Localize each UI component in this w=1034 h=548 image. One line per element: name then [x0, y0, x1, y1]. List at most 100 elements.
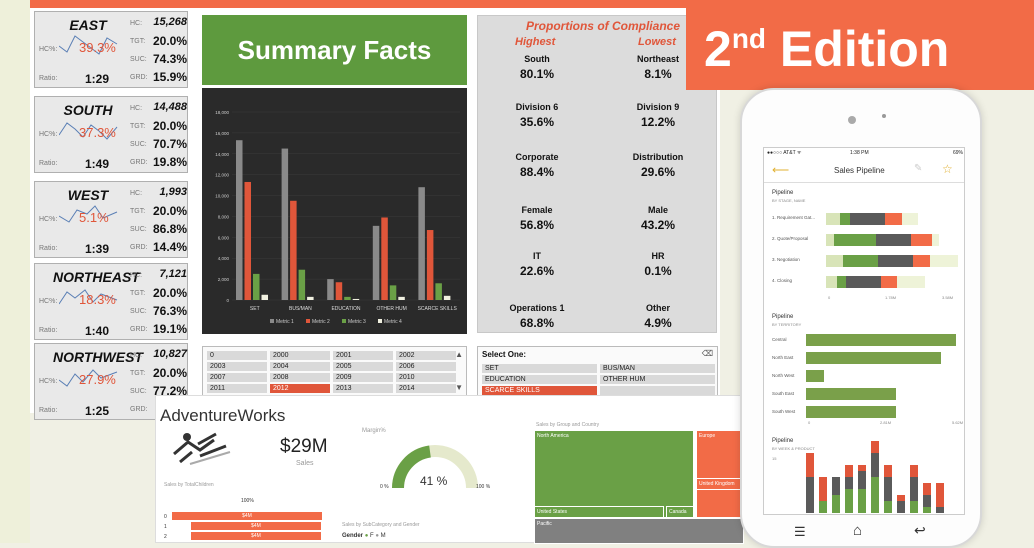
gauge-value: 41 % — [420, 474, 448, 488]
region-name: NORTHWEST — [53, 349, 143, 365]
selector-option[interactable]: SET — [482, 364, 597, 373]
week-bar — [832, 495, 840, 513]
year-option[interactable]: 0 — [207, 351, 267, 360]
y-tick-label: 12,000 — [215, 173, 229, 178]
stage-segment — [901, 213, 919, 225]
axis-label: 2.81M — [880, 420, 892, 425]
home-icon[interactable]: ⌂ — [853, 522, 863, 539]
year-option[interactable]: 2008 — [270, 373, 330, 382]
sparkline — [59, 369, 118, 387]
ratio-value: 1:25 — [85, 404, 110, 418]
y-tick-label: 18,000 — [215, 110, 229, 115]
week-bar — [910, 465, 918, 477]
adventureworks-dashboard: AdventureWorks $29M Sales Margin% 41 % 0… — [155, 395, 744, 544]
y-tick-label: 10,000 — [215, 194, 229, 199]
selector-option[interactable]: OTHER HUM — [600, 375, 715, 384]
front-camera — [848, 116, 856, 124]
year-option[interactable]: 2010 — [396, 373, 456, 382]
scroll-up-icon[interactable]: ▲ — [455, 350, 463, 359]
grd-label: GRD: — [130, 326, 148, 333]
scroll-down-icon[interactable]: ▼ — [455, 383, 463, 392]
bar — [298, 269, 306, 300]
year-option[interactable]: 2005 — [333, 362, 393, 371]
pin-icon[interactable]: ✎ — [914, 163, 923, 174]
year-option[interactable]: 2003 — [207, 362, 267, 371]
hcpct-label: HC%: — [39, 131, 58, 138]
tgt-label: TGT: — [130, 123, 146, 130]
year-option[interactable]: 2004 — [270, 362, 330, 371]
treemap-tile[interactable]: North America — [534, 430, 694, 518]
bar — [236, 140, 243, 300]
header-title: Sales Pipeline — [834, 166, 885, 175]
year-option[interactable]: 2006 — [396, 362, 456, 371]
stage-segment — [929, 255, 958, 267]
week-bar — [819, 477, 827, 501]
region-card: WEST HC: 1,993 HC%: 5.1% TGT: 20.0% SUC: 86.8% Ra… — [34, 181, 188, 258]
hcpct-label: HC%: — [39, 46, 58, 53]
territory-bar — [806, 388, 896, 400]
treemap-tile[interactable]: Pacific — [534, 518, 744, 544]
bar — [426, 230, 434, 300]
treemap-tile[interactable]: Europe — [696, 430, 744, 518]
selector-option[interactable] — [600, 386, 715, 395]
treemap-tile[interactable]: United Kingdom — [696, 478, 744, 490]
year-option[interactable]: 2014 — [396, 384, 456, 393]
year-option[interactable]: 2009 — [333, 373, 393, 382]
year-option[interactable]: 2012 — [270, 384, 330, 393]
treemap-tile[interactable]: Canada — [666, 506, 694, 518]
lowest-label: Lowest — [638, 36, 676, 48]
sparkline — [59, 289, 118, 305]
stage-segment — [826, 213, 840, 225]
legend-swatch — [306, 319, 310, 323]
grd-label: GRD: — [130, 159, 148, 166]
compliance-highest: Female 56.8% — [482, 205, 592, 232]
back-arrow-icon[interactable]: ⟵ — [772, 163, 790, 177]
edition-number: 2 — [704, 21, 732, 77]
week-bar — [923, 483, 931, 495]
app-header: ⟵ Sales Pipeline ✎ ☆ — [764, 159, 964, 183]
return-icon[interactable]: ↩ — [914, 522, 926, 538]
suc-value: 76.3% — [152, 304, 187, 318]
territory-label: North West — [772, 373, 795, 378]
axis-label: 3.58M — [942, 295, 954, 300]
lowest-name: Distribution — [632, 152, 684, 162]
edition-suffix: nd — [731, 23, 767, 54]
phone-frame: ●●○○○ AT&T ᯤ 1:38 PM 69% ⟵ Sales Pipelin… — [740, 88, 982, 548]
hc-label: HC: — [130, 105, 143, 112]
top-accent-bar — [0, 0, 1034, 8]
bar — [327, 279, 334, 300]
sparkline — [59, 35, 118, 55]
week-bar — [819, 501, 827, 513]
gauge-max: 100 % — [476, 484, 491, 490]
year-option[interactable]: 2002 — [396, 351, 456, 360]
treemap-tile[interactable]: United States — [534, 506, 664, 518]
year-option[interactable]: 2001 — [333, 351, 393, 360]
bar — [435, 283, 442, 300]
year-option[interactable]: 2013 — [333, 384, 393, 393]
star-icon[interactable]: ☆ — [942, 162, 953, 176]
menu-icon[interactable]: ☰ — [794, 524, 806, 539]
y-tick-label: 14,000 — [215, 152, 229, 157]
ratio-value: 1:49 — [85, 157, 110, 171]
ratio-value: 1:39 — [85, 242, 110, 256]
stage-segment — [840, 213, 850, 225]
week-bar — [923, 495, 931, 507]
selector-option[interactable]: BUS/MAN — [600, 364, 715, 373]
headcount-value: 10,827 — [153, 348, 187, 360]
clock: 1:38 PM — [850, 150, 869, 156]
region-name: WEST — [67, 187, 109, 203]
year-option[interactable]: 2000 — [270, 351, 330, 360]
compliance-lowest: HR 0.1% — [603, 251, 713, 278]
edition-word: Edition — [766, 21, 950, 77]
x-tick-label: BUS/MAN — [289, 306, 312, 312]
clear-filter-icon[interactable]: ⌫ — [701, 349, 713, 358]
year-option[interactable]: 2011 — [207, 384, 267, 393]
panel-title: Pipeline — [772, 438, 794, 444]
tgt-value: 20.0% — [152, 286, 187, 300]
hc-percent: 18.3% — [79, 292, 116, 307]
year-option[interactable]: 2007 — [207, 373, 267, 382]
selector-option[interactable]: EDUCATION — [482, 375, 597, 384]
stage-segment — [877, 255, 913, 267]
headcount-value: 14,488 — [153, 101, 187, 113]
selector-option[interactable]: SCARCE SKILLS — [482, 386, 597, 395]
